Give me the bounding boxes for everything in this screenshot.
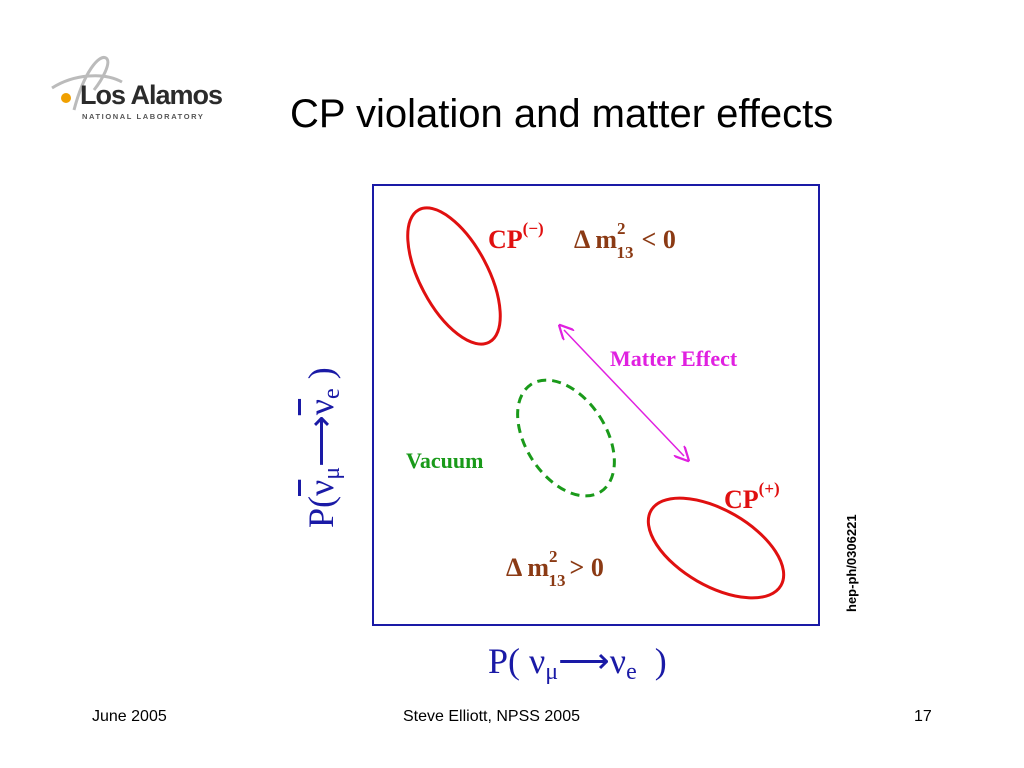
delta-m-positive-label: Δ m2 13 > 0 [506,547,604,590]
y-axis-nu-e: ν [301,398,341,416]
reference-label: hep-ph/0306221 [844,514,859,612]
logo-wordmark: Los Alamos [80,80,223,110]
y-axis-close: ) [301,367,341,380]
diagram-canvas: CP(−) Δ m2 13 < 0 Matter Effect Vacuum CP(… [406,206,786,600]
x-axis-nu-mu: ν [529,641,546,681]
y-axis-arrow: ⟶ [301,415,341,467]
logo-swoosh-icon [51,56,123,111]
footer-date: June 2005 [92,708,167,725]
y-axis-mu: μ [319,466,345,480]
vacuum-label: Vacuum [406,448,483,473]
diagram-frame: CP(−) Δ m2 13 < 0 Matter Effect Vacuum CP(… [372,184,820,626]
y-axis-e: e [319,388,345,399]
cp-minus-ellipse [406,206,502,346]
y-axis-p: P( [301,495,341,528]
x-axis-mu: μ [545,659,559,685]
x-axis-arrow: ⟶ [558,641,610,681]
x-axis-nu-e: ν [609,641,627,681]
y-axis-nu-mu: ν [301,479,341,496]
cp-minus-label: CP(−) [488,219,544,254]
x-axis-label: P( νμ⟶νe ) [488,640,667,686]
logo-subtitle: NATIONAL LABORATORY [82,112,205,121]
x-axis-p: P( [488,641,521,681]
x-axis-close: ) [654,641,667,681]
slide-title: CP violation and matter effects [290,92,834,136]
footer-page-number: 17 [914,708,932,725]
los-alamos-logo: Los Alamos NATIONAL LABORATORY [44,52,244,130]
footer-author: Steve Elliott, NPSS 2005 [403,708,580,725]
vacuum-ellipse [516,378,616,498]
delta-m-negative-label: Δ m2 13 < 0 [574,219,676,262]
y-axis-label: P(νμ⟶νe ) [300,367,346,528]
matter-effect-arrow [564,330,684,456]
x-axis-e: e [626,659,637,685]
cp-plus-ellipse [646,496,786,600]
matter-effect-label: Matter Effect [610,346,738,371]
cp-plus-label: CP(+) [724,479,780,514]
